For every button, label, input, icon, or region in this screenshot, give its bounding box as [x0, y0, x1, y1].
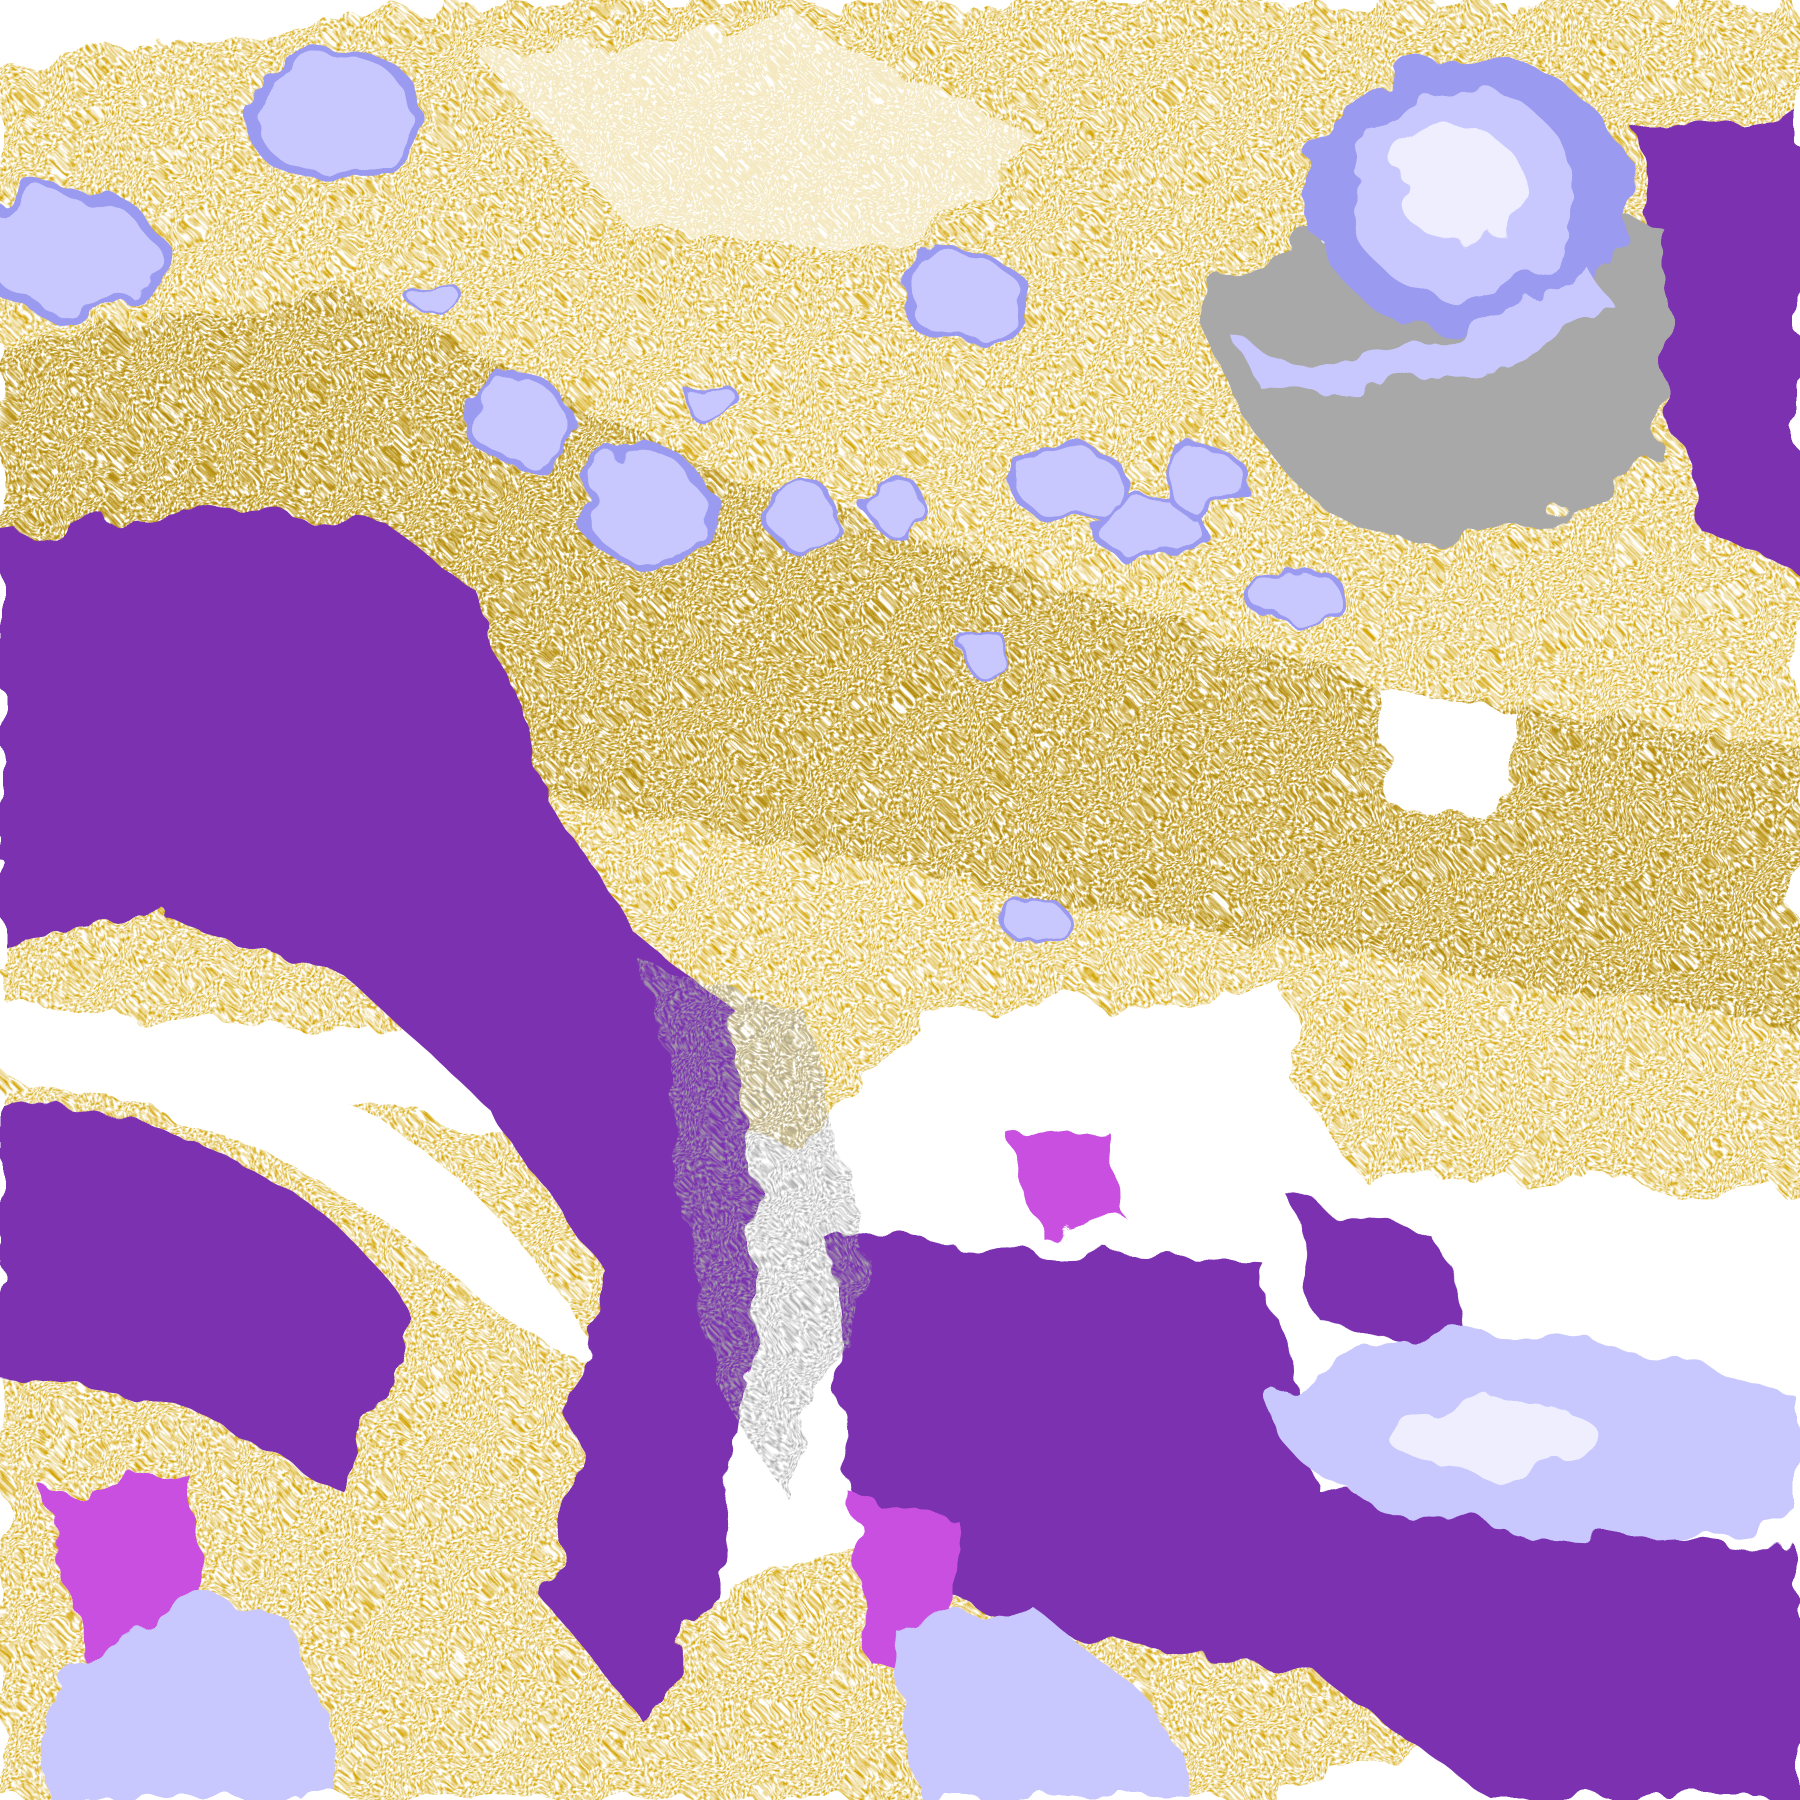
convective-cloud [1102, 493, 1194, 563]
convective-cloud [585, 453, 701, 557]
convective-cloud [1004, 895, 1062, 942]
dry-air-patch [1285, 1193, 1493, 1378]
convective-cloud [252, 57, 414, 173]
clear-area [1308, 1170, 1800, 1286]
convective-cloud [769, 487, 839, 546]
storm-core [1389, 1394, 1596, 1476]
clear-band [0, 998, 597, 1359]
dry-air-southwest [0, 1102, 414, 1493]
convective-cloud [470, 378, 563, 460]
convective-cloud [964, 633, 1011, 675]
convective-cloud [413, 281, 460, 316]
convective-cloud [1251, 573, 1344, 620]
convective-cloud [906, 258, 1022, 339]
hurricane-spiral-arm [1239, 264, 1608, 393]
clear-area [1377, 688, 1516, 827]
dry-air-northeast [1641, 114, 1800, 574]
convective-cloud [1015, 447, 1120, 517]
dry-air-south [826, 1239, 1800, 1800]
convective-cloud [0, 195, 150, 310]
dark-gold-band [0, 286, 1800, 1034]
convective-cloud [688, 381, 735, 423]
clear-area [482, 22, 1034, 253]
clear-area [918, 987, 1309, 1240]
moisture-magenta [1010, 1125, 1125, 1229]
convective-cloud [1165, 453, 1246, 511]
storm-system-southwest [45, 1602, 345, 1800]
storm-system-south [895, 1607, 1194, 1800]
dry-air-plume-west [0, 505, 758, 1722]
hurricane-core [1394, 126, 1522, 242]
cloud-fringe [642, 964, 873, 1493]
convective-cloud [866, 482, 925, 529]
